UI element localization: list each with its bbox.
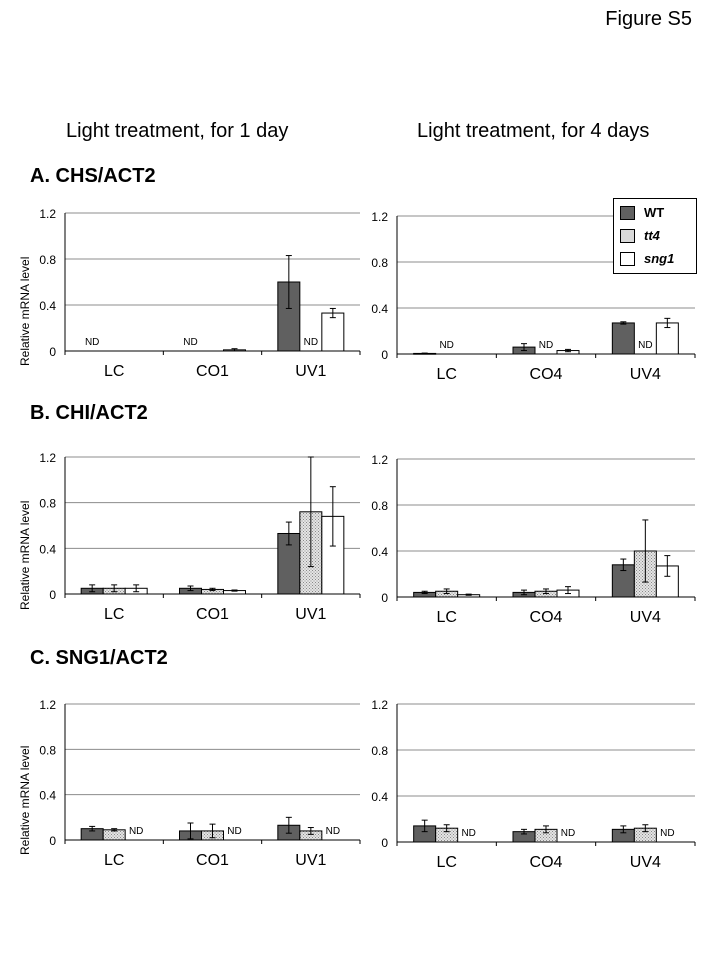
y-tick-label: 1.2 xyxy=(39,207,56,221)
bar-wt xyxy=(611,322,635,355)
y-tick-label: 0.8 xyxy=(371,499,388,513)
y-tick-label: 0 xyxy=(49,588,56,602)
x-tick-label: LC xyxy=(436,609,456,626)
nd-label: ND xyxy=(227,826,241,837)
x-tick-label: UV1 xyxy=(295,852,326,869)
nd-label: ND xyxy=(129,826,143,837)
figure-label: Figure S5 xyxy=(605,8,692,30)
nd-label: ND xyxy=(539,340,553,351)
bar-sng1 xyxy=(321,312,345,352)
x-tick-label: CO1 xyxy=(196,852,229,869)
nd-label: ND xyxy=(461,828,475,839)
x-tick-label: UV1 xyxy=(295,363,326,380)
x-tick-label: CO4 xyxy=(530,854,563,871)
y-tick-label: 1.2 xyxy=(371,210,388,224)
y-tick-label: 0.8 xyxy=(371,744,388,758)
column-header-1day: Light treatment, for 1 day xyxy=(66,120,289,142)
legend-swatch-sng1 xyxy=(620,252,635,266)
x-tick-label: CO4 xyxy=(530,366,563,383)
nd-label: ND xyxy=(638,340,652,351)
y-tick-label: 0.8 xyxy=(39,497,56,511)
y-tick-label: 0.4 xyxy=(371,545,388,559)
y-tick-label: 0 xyxy=(381,348,388,362)
nd-label: ND xyxy=(660,828,674,839)
y-tick-label: 0.4 xyxy=(39,789,56,803)
y-tick-label: 0.4 xyxy=(371,790,388,804)
chart-B-4days: 0 0.4 0.8 1.2 LC CO4 UV4 xyxy=(371,453,696,626)
x-tick-label: UV4 xyxy=(630,609,661,626)
x-tick-label: CO1 xyxy=(196,606,229,623)
y-tick-label: 0.4 xyxy=(39,299,56,313)
legend-label-wt: WT xyxy=(644,205,665,220)
nd-label: ND xyxy=(183,337,197,348)
section-title-sng1: C. SNG1/ACT2 xyxy=(30,647,168,669)
legend-label-sng1: sng1 xyxy=(644,251,675,266)
y-tick-label: 0.8 xyxy=(39,743,56,757)
y-tick-label: 0 xyxy=(381,836,388,850)
x-tick-label: LC xyxy=(104,606,124,623)
nd-label: ND xyxy=(85,337,99,348)
x-tick-label: LC xyxy=(104,852,124,869)
nd-label: ND xyxy=(561,828,575,839)
chart-panels: 0 0.4 0.8 1.2 LC ND CO1 ND UV1 ND 0 0.4 0.8 1.2 LC ND CO… xyxy=(39,207,696,871)
y-tick-label: 1.2 xyxy=(371,698,388,712)
x-tick-label: LC xyxy=(104,363,124,380)
section-title-chs: A. CHS/ACT2 xyxy=(30,165,156,187)
section-title-chi: B. CHI/ACT2 xyxy=(30,402,148,424)
x-tick-label: UV1 xyxy=(295,606,326,623)
y-tick-label: 1.2 xyxy=(39,698,56,712)
x-tick-label: UV4 xyxy=(630,854,661,871)
chart-A-4days: 0 0.4 0.8 1.2 LC ND CO4 ND UV4 ND xyxy=(371,210,696,383)
chart-A-1day: 0 0.4 0.8 1.2 LC ND CO1 ND UV1 ND xyxy=(39,207,361,380)
y-tick-label: 1.2 xyxy=(39,451,56,465)
legend-swatch-tt4 xyxy=(620,229,635,243)
x-tick-label: CO4 xyxy=(530,609,563,626)
nd-label: ND xyxy=(326,826,340,837)
y-tick-label: 1.2 xyxy=(371,453,388,467)
y-tick-label: 0.8 xyxy=(371,256,388,270)
y-tick-label: 0 xyxy=(381,591,388,605)
x-tick-label: CO1 xyxy=(196,363,229,380)
nd-label: ND xyxy=(304,337,318,348)
x-tick-label: LC xyxy=(436,366,456,383)
y-tick-label: 0 xyxy=(49,834,56,848)
y-tick-label: 0.4 xyxy=(371,302,388,316)
x-tick-label: LC xyxy=(436,854,456,871)
legend: WT tt4 sng1 xyxy=(613,198,697,274)
x-tick-label: UV4 xyxy=(630,366,661,383)
legend-swatch-wt xyxy=(620,206,635,220)
nd-label: ND xyxy=(439,340,453,351)
chart-C-1day: 0 0.4 0.8 1.2 LC ND CO1 ND UV1 ND xyxy=(39,698,361,869)
y-tick-label: 0.8 xyxy=(39,253,56,267)
y-tick-label: 0 xyxy=(49,345,56,359)
legend-label-tt4: tt4 xyxy=(644,228,660,243)
chart-B-1day: 0 0.4 0.8 1.2 LC CO1 UV1 xyxy=(39,451,361,623)
column-header-4days: Light treatment, for 4 days xyxy=(417,120,650,142)
y-tick-label: 0.4 xyxy=(39,542,56,556)
chart-C-4days: 0 0.4 0.8 1.2 LC ND CO4 ND UV4 ND xyxy=(371,698,696,871)
